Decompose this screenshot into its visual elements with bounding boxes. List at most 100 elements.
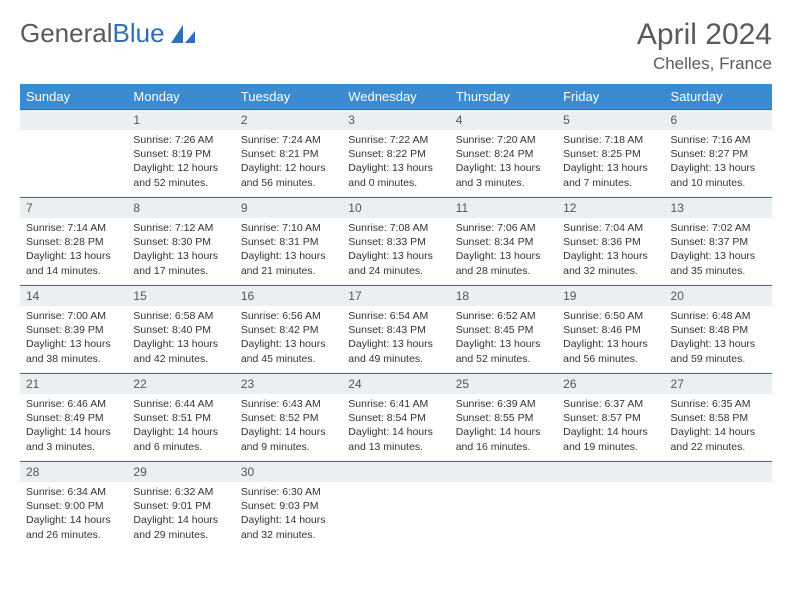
sunrise-text: Sunrise: 6:41 AM [348,397,443,411]
sunrise-text: Sunrise: 7:26 AM [133,133,228,147]
day-details: Sunrise: 7:12 AMSunset: 8:30 PMDaylight:… [127,218,234,282]
day-details: Sunrise: 7:22 AMSunset: 8:22 PMDaylight:… [342,130,449,194]
sunrise-text: Sunrise: 7:02 AM [671,221,766,235]
calendar-week-row: 1Sunrise: 7:26 AMSunset: 8:19 PMDaylight… [20,110,772,198]
day-number: 15 [127,286,234,306]
logo-text-a: General [20,18,113,49]
day-details: Sunrise: 7:26 AMSunset: 8:19 PMDaylight:… [127,130,234,194]
day-details: Sunrise: 6:50 AMSunset: 8:46 PMDaylight:… [557,306,664,370]
sunrise-text: Sunrise: 7:16 AM [671,133,766,147]
sunrise-text: Sunrise: 6:54 AM [348,309,443,323]
daylight-text: Daylight: 13 hours and 24 minutes. [348,249,443,277]
day-number [665,462,772,482]
calendar-day-cell: 26Sunrise: 6:37 AMSunset: 8:57 PMDayligh… [557,374,664,462]
daylight-text: Daylight: 14 hours and 9 minutes. [241,425,336,453]
daylight-text: Daylight: 13 hours and 7 minutes. [563,161,658,189]
day-number [20,110,127,130]
sunset-text: Sunset: 8:49 PM [26,411,121,425]
sunset-text: Sunset: 8:43 PM [348,323,443,337]
daylight-text: Daylight: 14 hours and 19 minutes. [563,425,658,453]
calendar-day-cell: 18Sunrise: 6:52 AMSunset: 8:45 PMDayligh… [450,286,557,374]
day-details: Sunrise: 7:02 AMSunset: 8:37 PMDaylight:… [665,218,772,282]
header: GeneralBlue April 2024 Chelles, France [20,18,772,74]
day-number: 7 [20,198,127,218]
day-details: Sunrise: 6:54 AMSunset: 8:43 PMDaylight:… [342,306,449,370]
calendar-empty-cell [20,110,127,198]
day-details [342,482,449,489]
day-number: 28 [20,462,127,482]
sunset-text: Sunset: 8:25 PM [563,147,658,161]
day-details: Sunrise: 7:18 AMSunset: 8:25 PMDaylight:… [557,130,664,194]
day-number: 29 [127,462,234,482]
calendar-day-cell: 8Sunrise: 7:12 AMSunset: 8:30 PMDaylight… [127,198,234,286]
sunset-text: Sunset: 8:31 PM [241,235,336,249]
sunrise-text: Sunrise: 6:56 AM [241,309,336,323]
logo-sail-icon [169,23,197,45]
month-title: April 2024 [637,18,772,52]
title-block: April 2024 Chelles, France [637,18,772,74]
calendar-week-row: 21Sunrise: 6:46 AMSunset: 8:49 PMDayligh… [20,374,772,462]
daylight-text: Daylight: 14 hours and 3 minutes. [26,425,121,453]
sunrise-text: Sunrise: 7:10 AM [241,221,336,235]
sunset-text: Sunset: 8:54 PM [348,411,443,425]
sunset-text: Sunset: 8:58 PM [671,411,766,425]
daylight-text: Daylight: 13 hours and 59 minutes. [671,337,766,365]
daylight-text: Daylight: 14 hours and 13 minutes. [348,425,443,453]
weekday-header: Sunday [20,84,127,110]
daylight-text: Daylight: 13 hours and 28 minutes. [456,249,551,277]
calendar-table: SundayMondayTuesdayWednesdayThursdayFrid… [20,84,772,550]
sunset-text: Sunset: 8:37 PM [671,235,766,249]
sunset-text: Sunset: 8:46 PM [563,323,658,337]
day-number: 26 [557,374,664,394]
day-number: 21 [20,374,127,394]
day-details: Sunrise: 6:32 AMSunset: 9:01 PMDaylight:… [127,482,234,546]
weekday-header: Wednesday [342,84,449,110]
day-number: 3 [342,110,449,130]
sunrise-text: Sunrise: 6:35 AM [671,397,766,411]
sunrise-text: Sunrise: 6:34 AM [26,485,121,499]
daylight-text: Daylight: 13 hours and 21 minutes. [241,249,336,277]
day-details: Sunrise: 7:10 AMSunset: 8:31 PMDaylight:… [235,218,342,282]
logo: GeneralBlue [20,18,197,49]
day-number: 18 [450,286,557,306]
sunrise-text: Sunrise: 6:50 AM [563,309,658,323]
calendar-day-cell: 24Sunrise: 6:41 AMSunset: 8:54 PMDayligh… [342,374,449,462]
day-number [557,462,664,482]
sunrise-text: Sunrise: 7:22 AM [348,133,443,147]
sunrise-text: Sunrise: 6:52 AM [456,309,551,323]
calendar-day-cell: 9Sunrise: 7:10 AMSunset: 8:31 PMDaylight… [235,198,342,286]
daylight-text: Daylight: 14 hours and 32 minutes. [241,513,336,541]
day-details: Sunrise: 6:41 AMSunset: 8:54 PMDaylight:… [342,394,449,458]
sunset-text: Sunset: 8:36 PM [563,235,658,249]
calendar-day-cell: 12Sunrise: 7:04 AMSunset: 8:36 PMDayligh… [557,198,664,286]
calendar-day-cell: 1Sunrise: 7:26 AMSunset: 8:19 PMDaylight… [127,110,234,198]
calendar-empty-cell [342,462,449,550]
daylight-text: Daylight: 13 hours and 38 minutes. [26,337,121,365]
day-number: 9 [235,198,342,218]
day-details: Sunrise: 7:14 AMSunset: 8:28 PMDaylight:… [20,218,127,282]
day-details: Sunrise: 6:37 AMSunset: 8:57 PMDaylight:… [557,394,664,458]
daylight-text: Daylight: 13 hours and 17 minutes. [133,249,228,277]
calendar-empty-cell [557,462,664,550]
daylight-text: Daylight: 13 hours and 49 minutes. [348,337,443,365]
sunset-text: Sunset: 8:28 PM [26,235,121,249]
day-number: 1 [127,110,234,130]
calendar-head: SundayMondayTuesdayWednesdayThursdayFrid… [20,84,772,110]
day-number: 19 [557,286,664,306]
sunset-text: Sunset: 8:57 PM [563,411,658,425]
day-details: Sunrise: 6:43 AMSunset: 8:52 PMDaylight:… [235,394,342,458]
calendar-day-cell: 27Sunrise: 6:35 AMSunset: 8:58 PMDayligh… [665,374,772,462]
day-details: Sunrise: 7:04 AMSunset: 8:36 PMDaylight:… [557,218,664,282]
day-number: 30 [235,462,342,482]
weekday-header: Thursday [450,84,557,110]
day-number: 23 [235,374,342,394]
calendar-day-cell: 10Sunrise: 7:08 AMSunset: 8:33 PMDayligh… [342,198,449,286]
sunrise-text: Sunrise: 6:43 AM [241,397,336,411]
sunrise-text: Sunrise: 7:06 AM [456,221,551,235]
day-details: Sunrise: 7:08 AMSunset: 8:33 PMDaylight:… [342,218,449,282]
day-details: Sunrise: 6:48 AMSunset: 8:48 PMDaylight:… [665,306,772,370]
sunrise-text: Sunrise: 7:00 AM [26,309,121,323]
day-details [450,482,557,489]
day-number: 16 [235,286,342,306]
day-details [557,482,664,489]
